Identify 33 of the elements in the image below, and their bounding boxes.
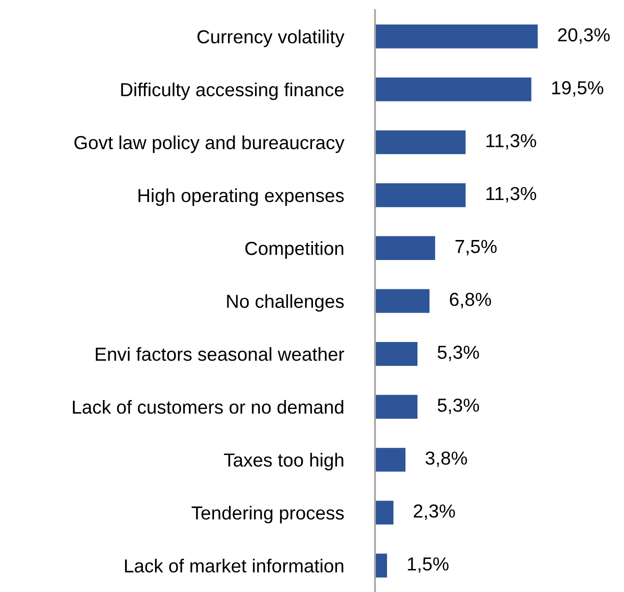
y-tick-label: Difficulty accessing finance	[121, 82, 344, 100]
bar	[375, 554, 388, 578]
y-tick-label: Govt law policy and bureaucracy	[74, 135, 344, 153]
y-tick-label: Tendering process	[192, 506, 344, 524]
y-tick-label: Currency volatility	[197, 30, 344, 48]
data-label: 11,3%	[486, 134, 536, 150]
data-label: 2,3%	[414, 504, 455, 520]
data-label: 6,8%	[450, 292, 492, 308]
bar	[375, 130, 466, 154]
bar	[375, 500, 394, 525]
bar	[375, 448, 406, 472]
bar	[375, 289, 430, 313]
y-tick-label: Lack of customers or no demand	[72, 400, 344, 414]
bar	[375, 236, 436, 260]
bar	[375, 183, 466, 208]
y-tick-label: No challenges	[227, 294, 344, 312]
data-label: 20,3%	[558, 28, 610, 44]
bar	[375, 77, 532, 102]
data-label: 5,3%	[438, 346, 480, 362]
y-tick-label: Taxes too high	[224, 452, 344, 470]
data-label: 19,5%	[552, 81, 604, 97]
data-label: 3,8%	[426, 451, 467, 467]
y-tick-label: Competition	[245, 241, 344, 259]
bar	[375, 24, 538, 48]
bar	[375, 342, 418, 366]
data-label: 7,5%	[456, 240, 497, 256]
data-label: 5,3%	[438, 398, 480, 414]
y-tick-label: Lack of market information	[125, 558, 344, 573]
data-label: 1,5%	[408, 557, 449, 573]
data-label: 11,3%	[486, 186, 536, 202]
bar	[375, 394, 418, 419]
y-tick-label: Envi factors seasonal weather	[96, 347, 344, 361]
y-tick-label: High operating expenses	[138, 188, 344, 206]
